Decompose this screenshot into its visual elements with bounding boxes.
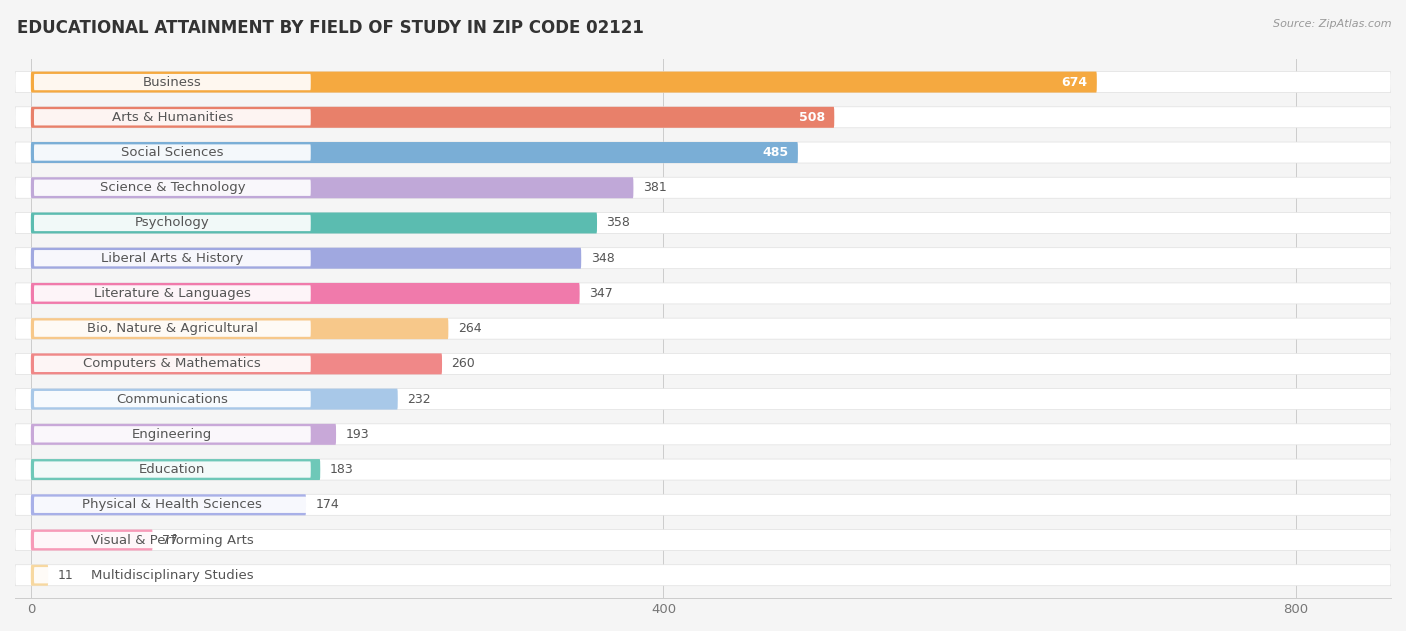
Text: 674: 674	[1062, 76, 1087, 88]
Text: Computers & Mathematics: Computers & Mathematics	[83, 357, 262, 370]
FancyBboxPatch shape	[15, 71, 1391, 93]
FancyBboxPatch shape	[34, 250, 311, 266]
FancyBboxPatch shape	[15, 459, 1391, 480]
FancyBboxPatch shape	[34, 74, 311, 90]
Text: Liberal Arts & History: Liberal Arts & History	[101, 252, 243, 264]
Text: Physical & Health Sciences: Physical & Health Sciences	[83, 498, 263, 511]
FancyBboxPatch shape	[15, 494, 1391, 516]
Text: Education: Education	[139, 463, 205, 476]
Text: EDUCATIONAL ATTAINMENT BY FIELD OF STUDY IN ZIP CODE 02121: EDUCATIONAL ATTAINMENT BY FIELD OF STUDY…	[17, 19, 644, 37]
Text: Psychology: Psychology	[135, 216, 209, 230]
FancyBboxPatch shape	[34, 426, 311, 442]
Text: Science & Technology: Science & Technology	[100, 181, 245, 194]
Text: Bio, Nature & Agricultural: Bio, Nature & Agricultural	[87, 322, 257, 335]
Text: Arts & Humanities: Arts & Humanities	[111, 111, 233, 124]
FancyBboxPatch shape	[34, 391, 311, 407]
FancyBboxPatch shape	[31, 389, 398, 410]
FancyBboxPatch shape	[34, 285, 311, 302]
Text: 77: 77	[162, 534, 179, 546]
FancyBboxPatch shape	[34, 532, 311, 548]
FancyBboxPatch shape	[15, 107, 1391, 128]
FancyBboxPatch shape	[15, 565, 1391, 586]
Text: 485: 485	[762, 146, 789, 159]
FancyBboxPatch shape	[34, 321, 311, 337]
FancyBboxPatch shape	[31, 248, 581, 269]
FancyBboxPatch shape	[34, 215, 311, 231]
Text: 183: 183	[330, 463, 353, 476]
FancyBboxPatch shape	[31, 283, 579, 304]
Text: Social Sciences: Social Sciences	[121, 146, 224, 159]
FancyBboxPatch shape	[34, 567, 311, 584]
Text: Multidisciplinary Studies: Multidisciplinary Studies	[91, 569, 253, 582]
FancyBboxPatch shape	[31, 107, 834, 128]
FancyBboxPatch shape	[31, 71, 1097, 93]
FancyBboxPatch shape	[34, 180, 311, 196]
Text: Literature & Languages: Literature & Languages	[94, 287, 250, 300]
Text: Engineering: Engineering	[132, 428, 212, 441]
FancyBboxPatch shape	[15, 529, 1391, 550]
FancyBboxPatch shape	[15, 177, 1391, 198]
FancyBboxPatch shape	[34, 356, 311, 372]
FancyBboxPatch shape	[34, 497, 311, 513]
Text: 508: 508	[799, 111, 825, 124]
Text: 260: 260	[451, 357, 475, 370]
Text: 348: 348	[591, 252, 614, 264]
FancyBboxPatch shape	[15, 248, 1391, 269]
Text: 381: 381	[643, 181, 666, 194]
Text: 232: 232	[408, 392, 430, 406]
FancyBboxPatch shape	[15, 389, 1391, 410]
FancyBboxPatch shape	[31, 459, 321, 480]
FancyBboxPatch shape	[34, 461, 311, 478]
FancyBboxPatch shape	[31, 318, 449, 339]
FancyBboxPatch shape	[31, 353, 441, 374]
FancyBboxPatch shape	[31, 213, 598, 233]
Text: Business: Business	[143, 76, 201, 88]
FancyBboxPatch shape	[31, 529, 153, 550]
FancyBboxPatch shape	[31, 177, 634, 198]
FancyBboxPatch shape	[15, 142, 1391, 163]
FancyBboxPatch shape	[15, 213, 1391, 233]
FancyBboxPatch shape	[15, 283, 1391, 304]
FancyBboxPatch shape	[34, 144, 311, 161]
Text: Communications: Communications	[117, 392, 228, 406]
FancyBboxPatch shape	[31, 565, 48, 586]
FancyBboxPatch shape	[15, 424, 1391, 445]
Text: 358: 358	[606, 216, 630, 230]
FancyBboxPatch shape	[31, 494, 307, 516]
FancyBboxPatch shape	[15, 318, 1391, 339]
Text: 11: 11	[58, 569, 73, 582]
Text: 174: 174	[315, 498, 339, 511]
Text: Source: ZipAtlas.com: Source: ZipAtlas.com	[1274, 19, 1392, 29]
FancyBboxPatch shape	[15, 353, 1391, 374]
FancyBboxPatch shape	[31, 424, 336, 445]
FancyBboxPatch shape	[31, 142, 799, 163]
Text: 193: 193	[346, 428, 370, 441]
Text: Visual & Performing Arts: Visual & Performing Arts	[91, 534, 253, 546]
Text: 347: 347	[589, 287, 613, 300]
Text: 264: 264	[458, 322, 481, 335]
FancyBboxPatch shape	[34, 109, 311, 126]
